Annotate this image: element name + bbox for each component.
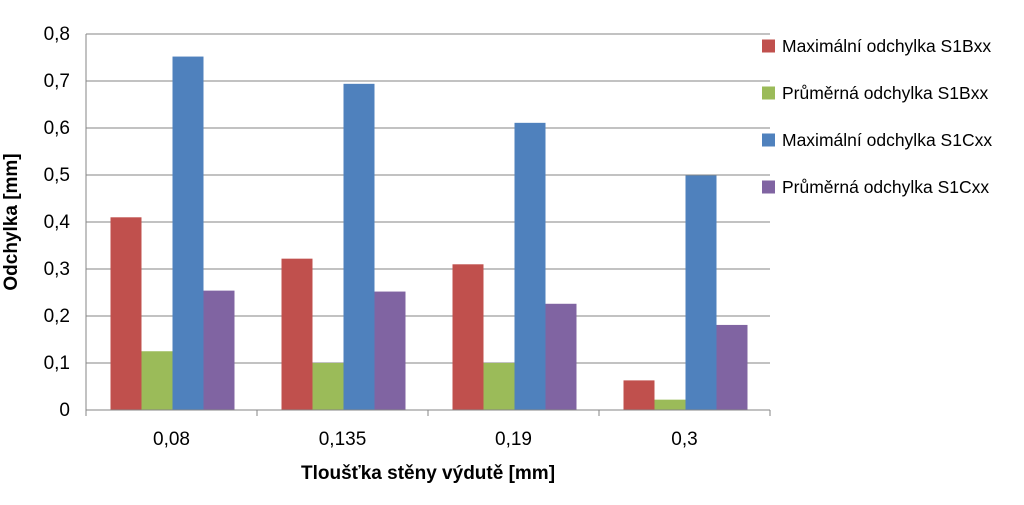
y-tick-label: 0,6 — [44, 118, 70, 139]
legend-swatch — [762, 180, 775, 194]
bar — [623, 380, 655, 410]
bar — [452, 264, 484, 410]
bar — [343, 83, 375, 410]
y-tick-label: 0 — [59, 400, 70, 421]
legend-swatch — [762, 39, 775, 53]
legend-label: Průměrná odchylka S1Bxx — [782, 83, 988, 103]
bar — [654, 399, 686, 410]
bar — [281, 258, 313, 410]
legend-label: Maximální odchylka S1Bxx — [782, 36, 991, 56]
y-axis-title: Odchylka [mm] — [1, 153, 22, 290]
bar — [483, 363, 515, 410]
tick-labels: 0 0,1 0,2 0,3 0,4 0,5 0,6 0,7 0,8 0,08 0,135 0,19 0,… — [44, 24, 698, 450]
bar — [312, 363, 344, 410]
legend-swatch — [762, 86, 775, 100]
legend-label: Maximální odchylka S1Cxx — [782, 130, 992, 150]
legend-label: Průměrná odchylka S1Cxx — [782, 177, 989, 197]
bar — [716, 324, 748, 410]
x-tick-label: 0,3 — [671, 429, 697, 450]
bar — [514, 122, 546, 410]
y-tick-label: 0,3 — [44, 259, 70, 280]
legend: Maximální odchylka S1Bxx Průměrná odchylk… — [762, 36, 992, 197]
legend-swatch — [762, 133, 775, 147]
x-tick-label: 0,08 — [153, 429, 190, 450]
bar — [203, 290, 235, 410]
axes — [85, 34, 771, 416]
y-tick-label: 0,5 — [44, 165, 70, 186]
y-tick-label: 0,7 — [44, 71, 70, 92]
bar — [110, 217, 142, 410]
bar — [172, 56, 204, 411]
y-tick-label: 0,2 — [44, 306, 70, 327]
bar — [685, 175, 717, 410]
bar — [374, 291, 406, 410]
x-axis-title: Tloušťka stěny výdutě [mm] — [301, 463, 555, 484]
bar — [545, 303, 577, 410]
y-tick-label: 0,4 — [44, 212, 71, 233]
x-tick-label: 0,19 — [495, 429, 532, 450]
bar — [141, 351, 173, 410]
bars — [110, 56, 748, 411]
y-tick-label: 0,1 — [44, 353, 70, 374]
x-tick-label: 0,135 — [319, 429, 367, 450]
y-tick-label: 0,8 — [44, 24, 70, 45]
